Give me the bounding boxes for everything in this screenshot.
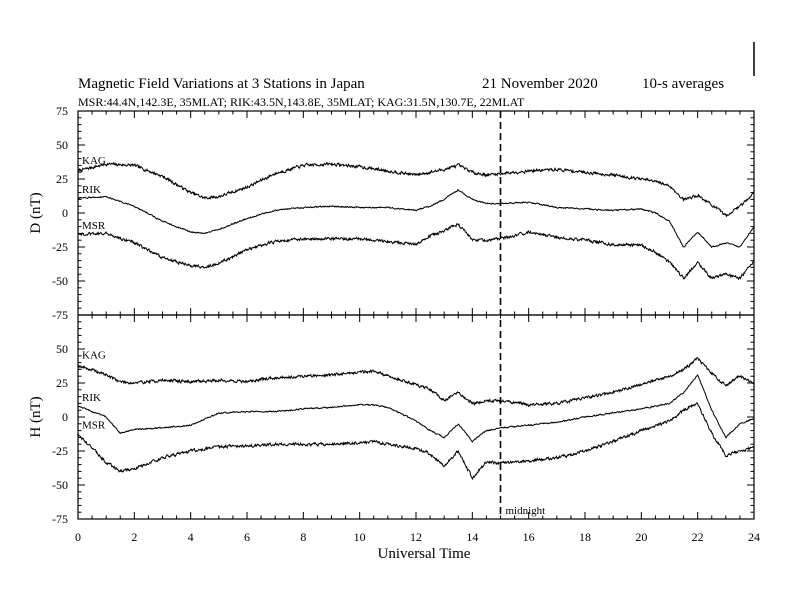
series-line-d-kag [77,161,755,218]
y-tick-label: -50 [52,274,68,288]
x-tick-label: 10 [354,530,366,544]
x-tick-label: 6 [244,530,250,544]
x-tick-label: 12 [410,530,422,544]
y-tick-label: 0 [62,206,68,220]
figure-date: 21 November 2020 [482,76,598,92]
x-tick-label: 4 [188,530,194,544]
series-label-d-rik: RIK [82,184,101,196]
x-axis-label: Universal Time [378,546,471,562]
x-tick-label: 2 [131,530,137,544]
x-tick-label: 18 [579,530,591,544]
y-axis-label-h: H (nT) [28,396,44,437]
y-tick-label: -25 [52,444,68,458]
series-label-h-kag: KAG [82,349,106,361]
series-line-h-rik [77,374,755,443]
series-label-d-kag: KAG [82,155,106,167]
y-tick-label: 50 [56,342,68,356]
figure-title: Magnetic Field Variations at 3 Stations … [78,76,365,92]
y-tick-label: -75 [52,308,68,322]
x-tick-label: 22 [692,530,704,544]
panel-d: 75 50 25 0 -25 -50 -75 D (nT) KAG RIK MSR [28,104,755,322]
plot-frame-h [77,314,755,520]
y-tick-label: -25 [52,240,68,254]
x-tick-label: 20 [635,530,647,544]
series-line-h-kag [77,356,755,408]
x-tick-label: 16 [523,530,535,544]
y-tick-label: 0 [62,410,68,424]
figure-averaging: 10-s averages [642,76,724,92]
series-label-d-msr: MSR [82,220,106,232]
y-tick-label: -75 [52,512,68,526]
midnight-label: midnight [506,505,546,517]
y-tick-label: -50 [52,478,68,492]
series-line-d-msr [77,222,755,281]
stations-coordinates: MSR:44.4N,142.3E, 35MLAT; RIK:43.5N,143.… [78,95,525,109]
series-label-h-rik: RIK [82,392,101,404]
x-tick-label: 14 [466,530,478,544]
x-tick-label: 0 [75,530,81,544]
series-line-h-msr [77,402,755,481]
y-tick-label: 75 [56,104,68,118]
y-tick-label: 50 [56,138,68,152]
y-tick-label: 25 [56,172,68,186]
y-axis-label-d: D (nT) [28,192,44,233]
y-tick-label: 25 [56,376,68,390]
series-line-d-rik [77,188,755,249]
series-label-h-msr: MSR [82,420,106,432]
x-tick-label: 24 [748,530,760,544]
x-tick-label: 8 [300,530,306,544]
